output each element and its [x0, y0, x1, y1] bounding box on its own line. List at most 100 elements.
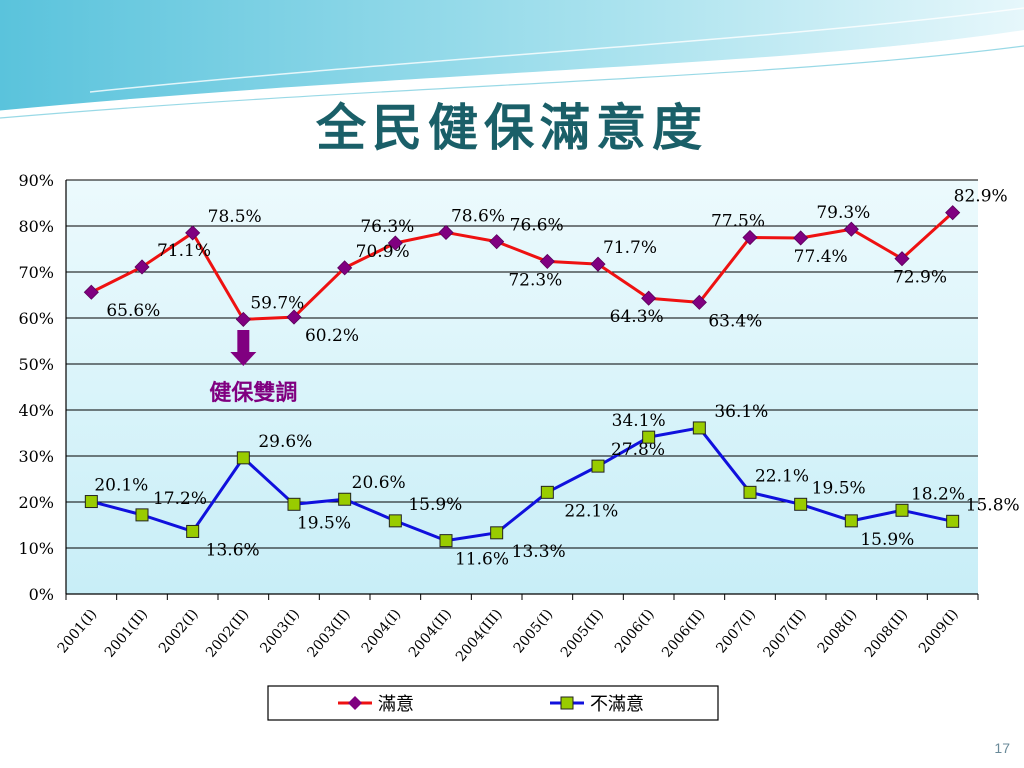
data-label: 59.7%	[250, 293, 304, 313]
series-line-dissatisfied	[90, 426, 953, 543]
data-label: 19.5%	[812, 478, 866, 498]
x-tick-label: 2001(I)	[55, 606, 101, 656]
data-label: 64.3%	[610, 307, 664, 327]
data-point-dissatisfied	[388, 514, 402, 528]
data-point-satisfied	[641, 290, 657, 306]
data-label: 78.5%	[208, 207, 262, 227]
annotation-text: 健保雙調	[209, 380, 297, 406]
data-point-dissatisfied	[591, 459, 605, 473]
legend-label-dissatisfied: 不滿意	[590, 694, 644, 715]
data-point-dissatisfied	[84, 495, 98, 509]
legend-marker-dissatisfied	[560, 696, 574, 710]
data-point-satisfied	[590, 256, 606, 272]
data-label: 72.3%	[508, 270, 562, 290]
legend-marker-satisfied	[348, 696, 362, 710]
data-point-dissatisfied	[135, 508, 149, 522]
data-label: 77.4%	[794, 247, 848, 267]
data-point-satisfied	[438, 224, 454, 241]
data-label: 19.5%	[297, 513, 351, 533]
slide-header-banner	[0, 0, 1024, 119]
data-point-dissatisfied	[439, 534, 453, 548]
series-line-satisfied	[90, 211, 954, 321]
data-point-dissatisfied	[287, 497, 301, 511]
data-label: 63.4%	[708, 311, 762, 331]
y-tick-label: 0%	[29, 585, 54, 604]
data-point-satisfied	[539, 253, 555, 269]
data-point-dissatisfied	[490, 526, 504, 540]
data-label: 29.6%	[258, 432, 312, 452]
x-tick-label: 2009(I)	[916, 606, 962, 656]
y-tick-label: 60%	[18, 309, 54, 328]
data-label: 27.8%	[611, 440, 665, 460]
x-tick-label: 2007(I)	[713, 606, 759, 656]
data-point-dissatisfied	[186, 524, 200, 538]
data-label: 82.9%	[954, 187, 1008, 207]
data-point-dissatisfied	[743, 485, 757, 499]
data-label: 13.6%	[206, 540, 260, 560]
data-point-dissatisfied	[946, 514, 960, 528]
y-tick-label: 90%	[18, 171, 54, 190]
data-label: 79.3%	[816, 203, 870, 223]
annotation-arrow-shaft	[237, 330, 250, 352]
data-point-dissatisfied	[794, 497, 808, 511]
data-point-dissatisfied	[692, 421, 706, 435]
x-tick-label: 2007(II)	[760, 606, 809, 660]
data-point-satisfied	[185, 225, 201, 241]
data-label: 71.7%	[603, 238, 657, 258]
data-label: 20.6%	[352, 473, 406, 493]
data-label: 65.6%	[106, 301, 160, 321]
data-label: 71.1%	[157, 241, 211, 261]
legend-box	[267, 685, 719, 721]
data-point-dissatisfied	[895, 503, 909, 517]
data-label: 76.6%	[510, 216, 564, 236]
data-label: 36.1%	[714, 402, 768, 422]
y-tick-label: 80%	[18, 217, 54, 236]
data-label: 22.1%	[755, 466, 809, 486]
data-label: 70.9%	[356, 242, 410, 262]
data-point-dissatisfied	[844, 514, 858, 528]
x-tick-label: 2006(II)	[659, 606, 708, 660]
annotation-arrow-head	[230, 352, 257, 366]
plot-area	[66, 180, 978, 594]
y-tick-label: 10%	[18, 539, 54, 558]
x-tick-label: 2004(III)	[453, 606, 506, 665]
slide-title: 全民健保滿意度	[316, 98, 708, 157]
data-point-satisfied	[235, 311, 251, 327]
x-tick-label: 2005(I)	[511, 606, 557, 656]
x-tick-label: 2004(II)	[406, 606, 455, 660]
y-tick-label: 40%	[18, 401, 54, 420]
data-point-satisfied	[286, 309, 302, 325]
data-point-satisfied	[894, 251, 910, 267]
data-point-satisfied	[489, 234, 505, 250]
x-tick-label: 2003(II)	[304, 606, 353, 660]
data-point-satisfied	[387, 235, 403, 251]
data-point-dissatisfied	[540, 485, 554, 499]
data-label: 72.9%	[893, 268, 947, 288]
y-tick-label: 70%	[18, 263, 54, 282]
x-tick-label: 2006(I)	[612, 606, 658, 656]
y-tick-label: 30%	[18, 447, 54, 466]
data-point-satisfied	[742, 229, 758, 246]
y-tick-label: 20%	[18, 493, 54, 512]
x-tick-label: 2005(II)	[558, 606, 607, 660]
data-point-satisfied	[945, 205, 961, 221]
x-tick-label: 2008(I)	[815, 606, 861, 656]
x-tick-label: 2001(II)	[102, 606, 151, 660]
data-label: 13.3%	[512, 542, 566, 562]
page-number: 17	[994, 740, 1010, 756]
x-tick-label: 2003(I)	[257, 606, 303, 656]
data-label: 11.6%	[455, 550, 509, 570]
data-label: 34.1%	[612, 411, 666, 431]
data-label: 77.5%	[711, 212, 765, 232]
data-point-satisfied	[691, 294, 707, 310]
data-label: 17.2%	[153, 489, 207, 509]
data-point-dissatisfied	[338, 492, 352, 506]
data-label: 18.2%	[911, 484, 965, 504]
data-label: 76.3%	[360, 217, 414, 237]
data-label: 15.9%	[408, 495, 462, 515]
data-label: 78.6%	[451, 206, 505, 226]
data-point-dissatisfied	[642, 430, 656, 444]
data-point-satisfied	[83, 284, 99, 300]
data-point-satisfied	[793, 230, 809, 246]
data-label: 60.2%	[305, 326, 359, 346]
